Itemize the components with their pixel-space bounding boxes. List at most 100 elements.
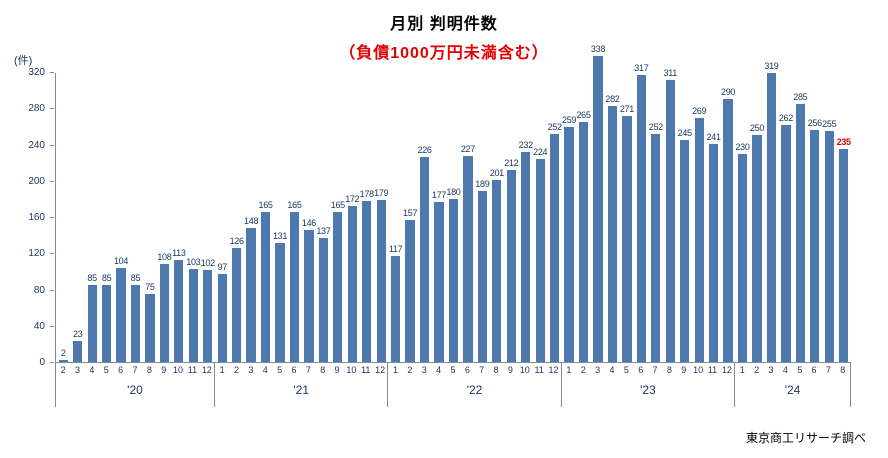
bar-slot: 75	[143, 73, 157, 362]
month-tick-label: 4	[609, 365, 615, 375]
bar-slot: 179	[374, 73, 389, 362]
month-tick-label: 2	[60, 365, 66, 375]
bar-value-label: 311	[663, 68, 678, 79]
bar-value-label: 317	[634, 62, 649, 73]
bar-slot: 319	[764, 61, 779, 362]
y-tick-label: 320	[28, 67, 45, 78]
bar-slot: 256	[808, 73, 822, 362]
year-tick-label: '24	[784, 382, 801, 397]
bar	[708, 143, 719, 362]
bar-slot: 262	[779, 73, 793, 362]
bar	[289, 212, 300, 362]
bar-slot: 290	[721, 73, 735, 362]
bar	[550, 133, 560, 362]
bar	[622, 116, 632, 362]
bar	[101, 284, 112, 362]
bar-slot: 250	[750, 73, 764, 362]
bar-value-label: 338	[590, 43, 606, 54]
year-group: 1 2 3 4 5 6 7 8 '24	[734, 363, 851, 407]
bar	[130, 284, 141, 362]
bar-slot: 113	[172, 73, 186, 362]
bar	[58, 360, 68, 362]
bar-slot: 117	[388, 73, 403, 362]
bar-value-label: 172	[345, 194, 360, 205]
bar	[477, 190, 487, 362]
month-tick-label: 1	[393, 365, 399, 375]
bar-value-label: 265	[576, 109, 591, 120]
y-tick-mark	[50, 72, 54, 73]
bar-value-label: 250	[749, 123, 765, 134]
year-tick-label: '23	[640, 382, 656, 397]
month-tick-label: 4	[262, 365, 268, 375]
bar	[347, 206, 357, 362]
bar	[680, 139, 690, 362]
month-tick-label: 6	[811, 365, 817, 375]
bar	[145, 294, 155, 362]
bar-slot: 241	[706, 73, 721, 362]
y-tick-label: 160	[28, 212, 45, 223]
month-tick-label: 5	[797, 365, 803, 375]
bar-value-label: 102	[200, 257, 215, 268]
bar-slot: 165	[258, 73, 273, 362]
bar-slot: 255	[822, 73, 837, 362]
bar-slot: 265	[576, 73, 591, 362]
bar-value-label: 224	[533, 147, 548, 157]
bar	[810, 130, 820, 362]
bar-value-label: 117	[388, 243, 403, 254]
bar-slot: 271	[620, 73, 634, 362]
month-tick-label: 7	[652, 365, 658, 375]
bar-value-label: 85	[101, 272, 112, 283]
bar	[448, 198, 459, 362]
bar-value-label: 201	[489, 167, 504, 178]
bar-value-label: 259	[562, 115, 577, 126]
bars-container: 2 23 85 85 104 85 75 108 113 103 102 97 126 148 165 131…	[56, 44, 851, 362]
bar-slot: 230	[735, 73, 750, 362]
bar-slot: 178	[360, 73, 374, 362]
month-tick-label: 4	[782, 365, 788, 375]
y-tick-mark	[50, 108, 54, 110]
bar-value-label: 103	[186, 256, 201, 267]
bar-slot: 311	[663, 69, 677, 362]
month-tick-label: 3	[421, 365, 427, 375]
bar-value-label: 113	[172, 247, 186, 258]
bar	[246, 227, 256, 362]
bar-value-label: 226	[417, 145, 432, 156]
y-axis-unit-label: (件)	[14, 55, 33, 67]
bar-slot: 23	[70, 73, 84, 362]
month-tick-label: 7	[305, 365, 311, 375]
bar	[535, 159, 545, 362]
bar-value-label: 230	[735, 141, 750, 152]
month-tick-label: 9	[681, 365, 687, 375]
bar	[824, 130, 834, 362]
month-tick-label: 12	[721, 365, 732, 375]
bar-value-label: 165	[258, 200, 273, 211]
bar	[492, 179, 502, 362]
y-tick-label: 80	[33, 284, 45, 296]
bar	[665, 80, 675, 362]
bar-value-label: 137	[316, 225, 331, 236]
bar-slot: 224	[533, 73, 548, 362]
bar	[419, 157, 430, 362]
bar-slot: 102	[201, 73, 215, 362]
bar	[694, 118, 704, 362]
y-tick-mark	[50, 217, 54, 218]
bar	[203, 269, 213, 362]
bar-value-label: 97	[217, 262, 227, 273]
plot-area: 2 23 85 85 104 85 75 108 113 103 102 97 126 148 165 131…	[55, 44, 851, 363]
bar	[607, 106, 618, 362]
bar-value-label: 290	[721, 87, 736, 98]
bar	[463, 156, 473, 362]
bar-slot: 235	[836, 73, 851, 362]
chart-subtitle: （負債1000万円未満含む）	[339, 45, 549, 62]
year-group: 1 2 3 4 5 6 7 8 9 10 11 12'23	[560, 363, 734, 407]
bar-slot: 189	[475, 73, 490, 362]
bar	[116, 267, 126, 362]
bar	[405, 219, 415, 362]
month-tick-label: 3	[248, 365, 254, 375]
bar	[376, 199, 386, 362]
month-tick-label: 1	[739, 365, 745, 375]
bar-value-label: 235	[836, 137, 851, 148]
bar-value-label: 282	[605, 94, 620, 105]
bar-slot: 103	[186, 73, 201, 362]
